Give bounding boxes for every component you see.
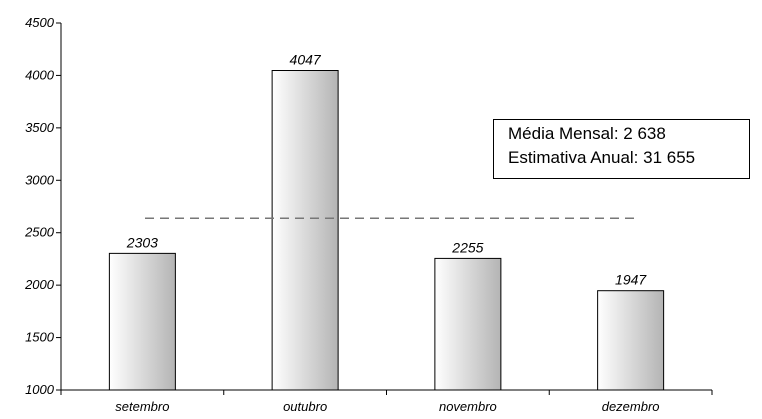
y-tick-label: 2500 (24, 225, 55, 240)
data-label-novembro: 2255 (451, 239, 483, 255)
data-label-outubro: 4047 (290, 52, 322, 68)
y-tick-label: 1500 (25, 330, 55, 345)
bar-outubro (271, 70, 339, 391)
monthly-average-text: Média Mensal: 2 638 (508, 124, 666, 143)
y-tick-label: 4000 (25, 67, 55, 82)
bar-setembro (108, 252, 176, 391)
summary-box: Média Mensal: 2 638 Estimativa Anual: 31… (493, 119, 750, 179)
labels: 1000 1500 2000 2500 3000 3500 4000 4500 2303 sete… (24, 15, 659, 414)
data-label-dezembro: 1947 (615, 272, 647, 288)
y-tick-label: 3000 (25, 172, 55, 187)
category-label-dezembro: dezembro (602, 399, 660, 414)
bar-novembro (434, 257, 502, 391)
category-label-setembro: setembro (115, 399, 169, 414)
category-label-novembro: novembro (439, 399, 497, 414)
y-tick-label: 1000 (25, 382, 55, 397)
data-label-setembro: 2303 (126, 234, 158, 250)
y-tick-label: 4500 (25, 15, 55, 30)
annual-estimate-text: Estimativa Anual: 31 655 (508, 148, 696, 167)
y-tick-label: 2000 (24, 277, 55, 292)
y-tick-label: 3500 (25, 120, 55, 135)
category-label-outubro: outubro (283, 399, 327, 414)
bars (108, 70, 665, 391)
bar-dezembro (597, 290, 665, 391)
